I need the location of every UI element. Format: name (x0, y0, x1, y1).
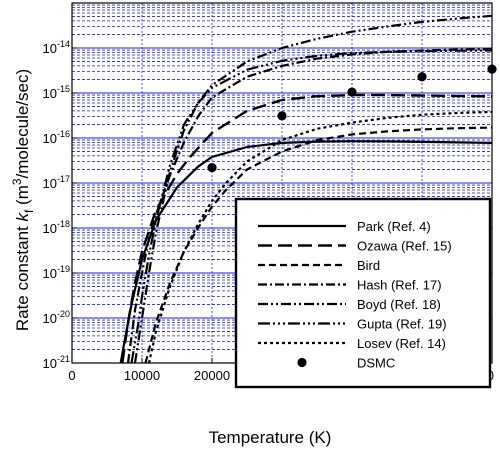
y-axis-title-subscript: f (22, 209, 36, 213)
dsmc-point (347, 87, 357, 97)
y-axis-title-unit-close: /molecule/sec) (13, 69, 32, 179)
series-lines (119, 14, 492, 363)
y-tick-label: 10-20 (43, 309, 70, 326)
y-axis-title: Rate constant kf (m3/molecule/sec) (10, 69, 36, 331)
legend-label-5: Boyd (Ref. 18) (357, 297, 441, 312)
legend-dsmc-marker (297, 357, 307, 368)
x-tick-label: 0 (68, 368, 75, 383)
y-axis-title-symbol: k (13, 212, 32, 222)
series-line-3 (144, 126, 492, 363)
dsmc-point (207, 162, 217, 173)
y-tick-label: 10-16 (43, 129, 70, 146)
legend-label-6: Gupta (Ref. 19) (357, 317, 447, 332)
legend: Park (Ref. 4) Ozawa (Ref. 15) Bird Hash (Re… (234, 197, 492, 389)
x-axis-title: Temperature (K) (209, 428, 332, 447)
y-tick-label: 10-19 (43, 264, 70, 281)
series-line-5 (133, 14, 492, 363)
y-tick-label: 10-14 (43, 39, 70, 56)
series-line-7 (147, 110, 492, 363)
x-tick-label: 10000 (124, 368, 160, 383)
y-tick-label: 10-17 (43, 174, 70, 191)
y-axis-title-superscript: 3 (10, 178, 24, 185)
legend-label-3: Bird (357, 258, 380, 273)
dsmc-point (277, 111, 287, 121)
legend-label-7: Losev (Ref. 14) (357, 336, 446, 351)
y-tick-label: 10-18 (43, 219, 70, 236)
y-axis-title-prefix: Rate constant (13, 222, 32, 332)
x-tick-label: 20000 (194, 368, 230, 383)
dsmc-point (417, 72, 427, 82)
series-line-1 (119, 140, 492, 363)
series-line-6 (130, 49, 492, 363)
series-line-2 (121, 93, 492, 363)
y-tick-labels: 10-21 10-20 10-19 10-18 10-17 10-16 10-15 10-14 (43, 39, 70, 371)
legend-label-8: DSMC (357, 356, 395, 371)
legend-box (234, 197, 492, 389)
y-tick-label: 10-15 (43, 84, 70, 101)
legend-label-2: Ozawa (Ref. 15) (357, 239, 452, 254)
legend-label-4: Hash (Ref. 17) (357, 278, 442, 293)
y-axis-title-unit-open: (m (13, 185, 32, 210)
legend-label-1: Park (Ref. 4) (357, 219, 431, 234)
y-tick-label: 10-21 (43, 354, 70, 371)
